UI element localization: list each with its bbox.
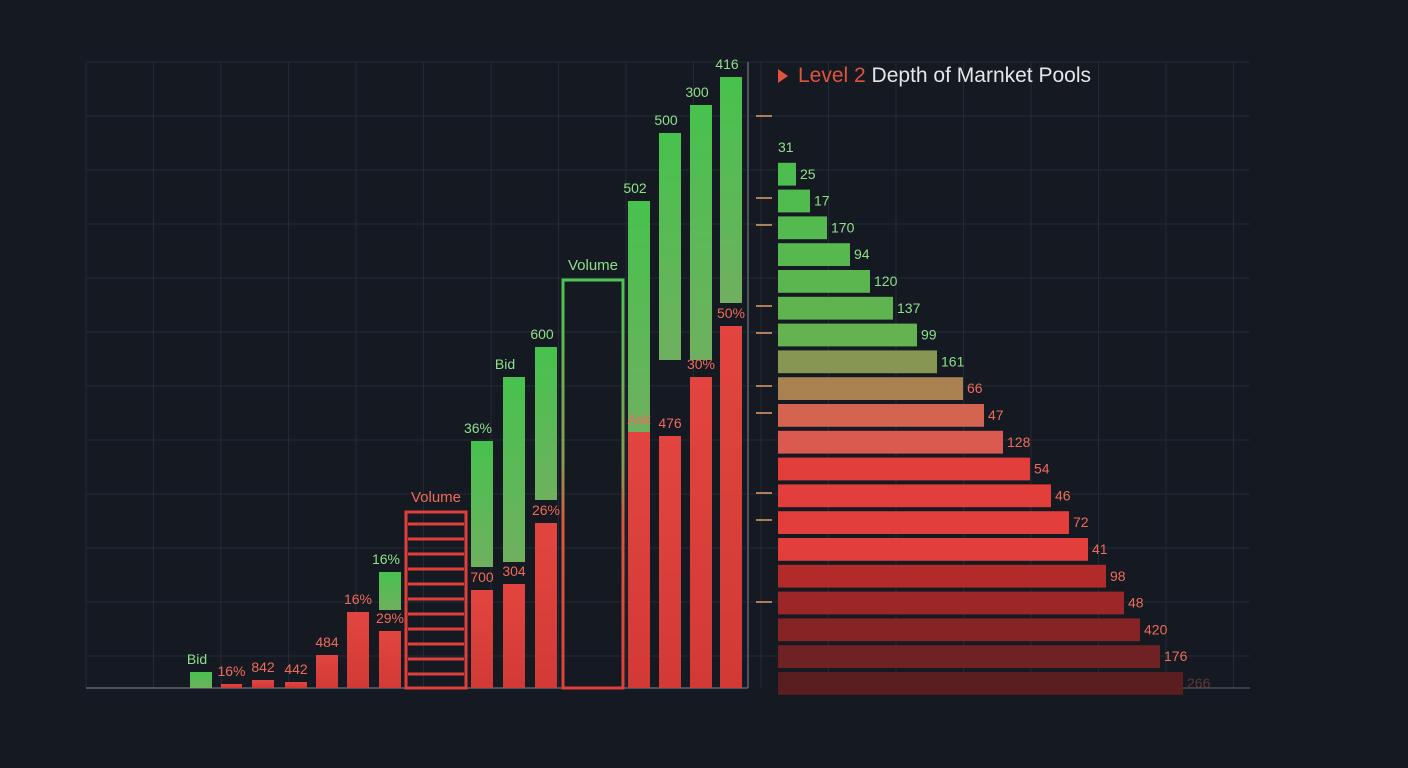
depth-row-label: 46 [1055,487,1071,503]
title-rest: Depth of Marnket Pools [865,64,1091,87]
green-bar [503,377,525,562]
depth-row-label: 266 [1187,675,1211,691]
green-bar-label: Bid [495,356,515,372]
depth-row-bar [778,511,1069,534]
volume-label: Volume [568,257,618,274]
red-bar-label: 50% [717,305,745,321]
green-bar-label: 600 [530,326,554,342]
depth-row-label: 176 [1164,648,1188,664]
depth-row-label: 47 [988,407,1004,423]
depth-row-label: 66 [967,380,983,396]
depth-row-bar [778,404,984,427]
green-bar [690,105,712,360]
depth-row-bar [778,564,1106,588]
green-bar-label: 502 [623,180,647,196]
depth-row-bar [778,377,963,400]
depth-row-bar [778,189,810,213]
volume-label: Volume [411,489,461,506]
red-bar-label: 842 [251,659,275,675]
red-bar-label: 700 [470,569,494,585]
depth-row-label: 420 [1144,621,1168,637]
red-bar-label: 16% [344,591,372,607]
red-bar [628,432,650,688]
depth-row-bar [778,270,870,293]
red-bar [347,612,369,688]
red-bar-label: 442 [284,661,308,677]
depth-row-label: 17 [814,193,830,209]
chart-title: Level 2 Depth of Marnket Pools [778,64,1091,88]
depth-row-label: 48 [1128,595,1144,611]
depth-row-bar [778,350,937,374]
green-bar-label: 36% [464,420,492,436]
depth-row-bar [778,243,850,266]
red-bar-label: 484 [315,634,339,650]
red-bar-label: 476 [658,415,682,431]
depth-row-label: 72 [1073,514,1089,530]
depth-row-bar [778,216,827,240]
green-bar-label: 416 [715,56,739,72]
red-bar [252,680,274,688]
play-arrow-icon [778,69,788,83]
green-bar [190,672,212,688]
green-bar-label: 16% [372,551,400,567]
depth-row-label: 137 [897,300,921,316]
red-bar-label: 26% [532,502,560,518]
depth-row-bar [778,618,1140,642]
green-bar-label: 300 [685,84,709,100]
depth-row-label: 99 [921,327,937,343]
depth-row-bar [778,484,1051,508]
red-bar [471,590,493,688]
red-bar-label: 16% [217,663,245,679]
green-bar [628,201,650,432]
red-bar [379,631,401,688]
depth-row-label: 41 [1092,541,1108,557]
depth-row-label: 128 [1007,434,1031,450]
green-bar [471,441,493,567]
depth-row-bar [778,672,1183,695]
depth-row-label: 25 [800,166,816,182]
depth-row-bar [778,645,1160,668]
depth-row-label: 54 [1034,461,1050,477]
green-bar-label: 500 [654,112,678,128]
depth-row-bar [778,457,1030,481]
right-depth-chart: 3125171709412013799161664712854467241984… [778,139,1211,695]
depth-row-bar [778,430,1003,454]
volume-ladder-box [561,278,625,690]
green-bar-label: Bid [187,651,207,667]
depth-row-bar [778,323,917,347]
depth-row-bar [778,162,796,186]
red-bar [535,523,557,688]
depth-row-label: 170 [831,219,855,235]
depth-row-bar [778,296,893,320]
red-bar [659,436,681,688]
depth-row-bar [778,538,1088,561]
red-bar-label: Ask [627,411,651,427]
depth-row-label: 98 [1110,568,1126,584]
depth-row-label: 31 [778,139,794,155]
title-highlight: Level 2 [798,64,866,87]
depth-row-label: 94 [854,246,870,262]
green-bar [720,77,742,303]
depth-row-bar [778,591,1124,615]
red-bar-label: 304 [502,563,526,579]
depth-row-label: 120 [874,273,898,289]
green-bar [535,347,557,500]
depth-row-label: 161 [941,353,965,369]
red-bar [503,584,525,688]
red-bar [285,682,307,688]
red-bar-label: 30% [687,356,715,372]
green-bar [659,133,681,360]
red-bar-label: 29% [376,610,404,626]
red-bar [690,377,712,688]
red-bar [720,326,742,688]
green-bar [379,572,401,610]
red-bar [221,684,242,688]
volume-ladder-box [404,510,468,690]
red-bar [316,655,338,688]
